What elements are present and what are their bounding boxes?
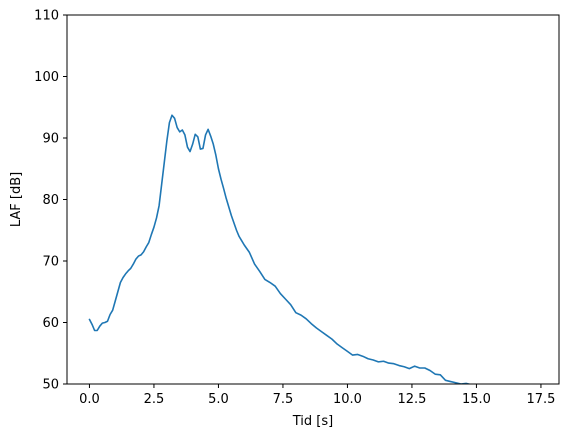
x-axis-ticks: 0.0 2.5 5.0 7.5 10.0 12.5 15.0 17.5 <box>79 384 555 407</box>
y-axis-ticks: 50 60 70 80 90 100 110 <box>34 9 67 393</box>
plot-area <box>67 15 559 384</box>
y-tick-label: 100 <box>34 70 59 85</box>
x-tick-label: 7.5 <box>273 392 294 407</box>
y-tick-label: 90 <box>42 132 59 147</box>
x-tick-label: 17.5 <box>526 392 555 407</box>
x-tick-label: 15.0 <box>462 392 491 407</box>
y-tick-label: 60 <box>42 316 59 331</box>
y-axis-label: LAF [dB] <box>9 172 24 227</box>
y-tick-label: 80 <box>42 193 59 208</box>
series-line <box>88 114 477 384</box>
series-layer <box>88 114 477 384</box>
x-tick-label: 12.5 <box>397 392 426 407</box>
x-tick-label: 5.0 <box>208 392 229 407</box>
y-tick-label: 50 <box>42 378 59 393</box>
x-tick-label: 0.0 <box>79 392 100 407</box>
y-tick-label: 70 <box>42 255 59 270</box>
x-axis-label: Tid [s] <box>292 414 333 429</box>
x-tick-label: 2.5 <box>144 392 165 407</box>
y-tick-label: 110 <box>34 9 59 24</box>
x-tick-label: 10.0 <box>333 392 362 407</box>
